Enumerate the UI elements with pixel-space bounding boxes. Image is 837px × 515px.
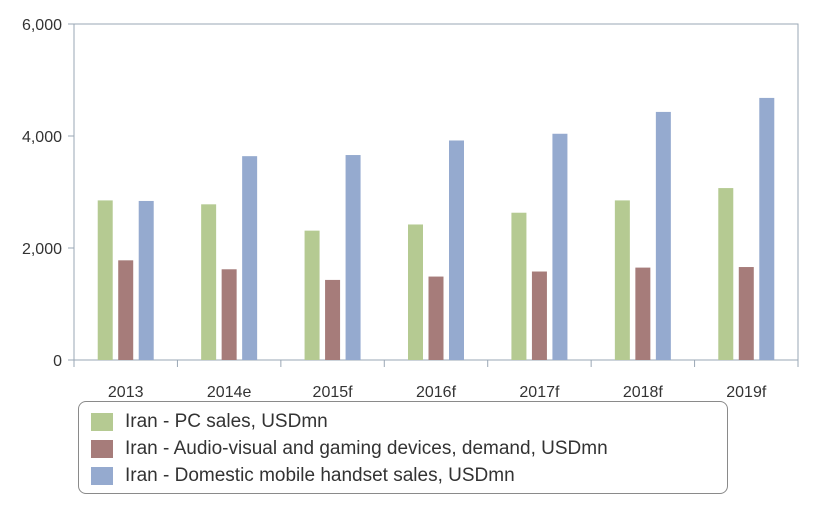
x-tick-label: 2015f bbox=[313, 384, 354, 400]
bar-chart: 0 2,000 4,000 6,000 2013 2014e 2015f 2016f 2017… bbox=[22, 17, 799, 400]
x-tick-label: 2019f bbox=[726, 384, 767, 400]
y-tick-label: 2,000 bbox=[22, 241, 62, 258]
legend-label-pc-sales: Iran - PC sales, USDmn bbox=[125, 411, 328, 432]
legend-item-mobile-handset: Iran - Domestic mobile handset sales, US… bbox=[91, 465, 515, 487]
legend-item-pc-sales: Iran - PC sales, USDmn bbox=[91, 411, 328, 433]
bar-series-2-2014e bbox=[221, 269, 237, 360]
bars bbox=[97, 97, 775, 361]
bar-series-3-2013 bbox=[138, 200, 154, 360]
legend: Iran - PC sales, USDmn Iran - Audio-visu… bbox=[78, 401, 728, 494]
y-axis: 0 2,000 4,000 6,000 bbox=[22, 17, 74, 370]
legend-label-audio-visual: Iran - Audio-visual and gaming devices, … bbox=[125, 438, 608, 459]
legend-label-mobile-handset: Iran - Domestic mobile handset sales, US… bbox=[125, 465, 515, 486]
legend-swatch-pc-sales bbox=[91, 413, 113, 431]
x-tick-label: 2018f bbox=[623, 384, 664, 400]
legend-item-audio-visual: Iran - Audio-visual and gaming devices, … bbox=[91, 438, 608, 460]
bar-series-3-2014e bbox=[242, 156, 258, 360]
y-tick-label: 4,000 bbox=[22, 129, 62, 146]
bar-series-2-2019f bbox=[738, 267, 754, 360]
bar-series-1-2015f bbox=[304, 230, 320, 360]
bar-series-3-2015f bbox=[345, 155, 361, 360]
bar-series-2-2015f bbox=[325, 279, 341, 360]
bar-series-1-2019f bbox=[718, 188, 734, 360]
bar-series-1-2017f bbox=[511, 212, 527, 360]
x-tick-label: 2014e bbox=[207, 384, 252, 400]
y-tick-label: 0 bbox=[53, 353, 62, 370]
legend-swatch-mobile-handset bbox=[91, 467, 113, 485]
bar-series-3-2018f bbox=[655, 111, 671, 360]
bar-series-2-2017f bbox=[531, 271, 547, 360]
bar-series-3-2016f bbox=[449, 140, 464, 360]
x-tick-label: 2017f bbox=[519, 384, 560, 400]
bar-series-1-2018f bbox=[614, 200, 630, 360]
bar-series-2-2013 bbox=[118, 260, 134, 360]
y-tick-label: 6,000 bbox=[22, 17, 62, 34]
bar-series-3-2019f bbox=[759, 97, 775, 361]
x-tick-label: 2016f bbox=[416, 384, 457, 400]
bar-series-1-2016f bbox=[408, 224, 423, 360]
bar-series-2-2016f bbox=[428, 276, 444, 360]
x-tick-label: 2013 bbox=[108, 384, 144, 400]
x-axis: 2013 2014e 2015f 2016f 2017f 2018f 2019f bbox=[73, 360, 799, 400]
bar-series-2-2018f bbox=[635, 267, 651, 360]
bar-series-1-2013 bbox=[97, 200, 113, 360]
bar-series-3-2017f bbox=[552, 133, 568, 360]
bar-series-1-2014e bbox=[201, 204, 217, 360]
legend-swatch-audio-visual bbox=[91, 440, 113, 458]
